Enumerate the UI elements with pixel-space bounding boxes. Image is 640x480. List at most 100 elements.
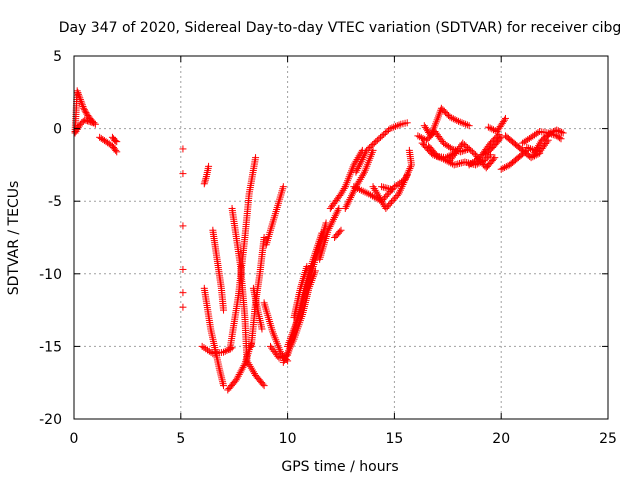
data-point [334,206,342,214]
data-point [338,188,346,196]
data-point [558,128,566,136]
y-tick-label: -5 [48,194,62,210]
data-point [358,172,366,180]
data-point [393,192,401,200]
data-point [303,263,311,271]
data-point [179,265,187,273]
data-point [462,142,470,150]
axis-ticks [73,55,609,420]
data-point [370,193,378,201]
data-point [459,139,467,147]
data-point [463,121,471,129]
data-point [373,190,381,198]
data-point [465,122,473,130]
x-tick-label: 0 [70,431,79,447]
data-point [363,146,371,154]
data-point [234,372,242,380]
data-point [403,171,411,179]
data-point [332,210,340,218]
data-point [200,344,208,352]
x-tick-label: 20 [492,431,510,447]
data-point [546,129,554,137]
data-point [440,107,448,115]
data-point [81,107,89,115]
data-point [548,128,556,136]
data-point [356,161,364,169]
data-point [342,203,350,211]
data-point [179,145,187,153]
data-point [179,222,187,230]
data-point [525,144,533,152]
data-point [220,382,228,390]
data-point [486,124,494,132]
data-point [243,357,251,365]
data-point [417,134,425,142]
data-point [89,119,97,127]
data-point [554,127,562,135]
data-point [502,163,510,171]
data-point [355,163,363,171]
grid [74,56,608,419]
data-point [327,221,335,229]
data-point [74,90,82,98]
data-point [356,159,364,167]
data-point [371,186,379,194]
data-point [442,109,450,117]
data-point [471,157,478,165]
data-point [179,289,187,297]
data-point [390,195,398,203]
data-point [526,145,534,153]
data-point [389,196,397,204]
data-point [446,144,454,152]
data-point [248,366,256,374]
data-point [529,151,537,159]
data-point [340,184,348,192]
data-point [367,142,375,150]
data-point [349,188,357,196]
data-point [484,123,492,131]
data-point [348,190,356,198]
data-point [393,122,401,130]
data-point [501,114,509,122]
data-point [112,137,120,145]
data-point [432,151,440,159]
data-point [77,97,85,105]
data-point [499,164,507,172]
y-tick-label: 0 [53,122,62,138]
tick-labels: 0 5 10 15 20 25 5 0 -5 -10 -15 -20 [39,49,617,447]
data-point [220,348,228,356]
data-point [556,134,564,142]
data-point [378,132,386,140]
data-point [113,138,121,146]
data-point [391,122,399,130]
data-point [75,92,83,100]
data-point [260,234,268,241]
data-point [403,119,411,127]
data-point [343,201,351,209]
data-point [446,113,454,121]
x-tick-label: 25 [599,431,617,447]
data-points [71,87,567,394]
data-point [530,146,538,154]
x-axis-title: GPS time / hours [281,459,398,475]
data-point [277,353,285,361]
data-point [369,183,377,191]
data-point [405,166,413,174]
data-point [377,195,385,203]
y-tick-label: -20 [39,412,62,428]
data-point [382,204,390,212]
data-point [370,139,378,147]
data-point [357,174,365,182]
data-point [405,146,413,154]
data-point [337,190,345,198]
data-point [202,174,210,182]
data-point [352,168,360,176]
data-point [437,104,445,112]
data-point [354,165,362,173]
data-point [372,188,380,196]
x-tick-label: 5 [176,431,185,447]
data-point [383,191,391,199]
data-point [356,175,364,183]
y-tick-label: 5 [53,49,62,65]
data-point [76,94,84,102]
